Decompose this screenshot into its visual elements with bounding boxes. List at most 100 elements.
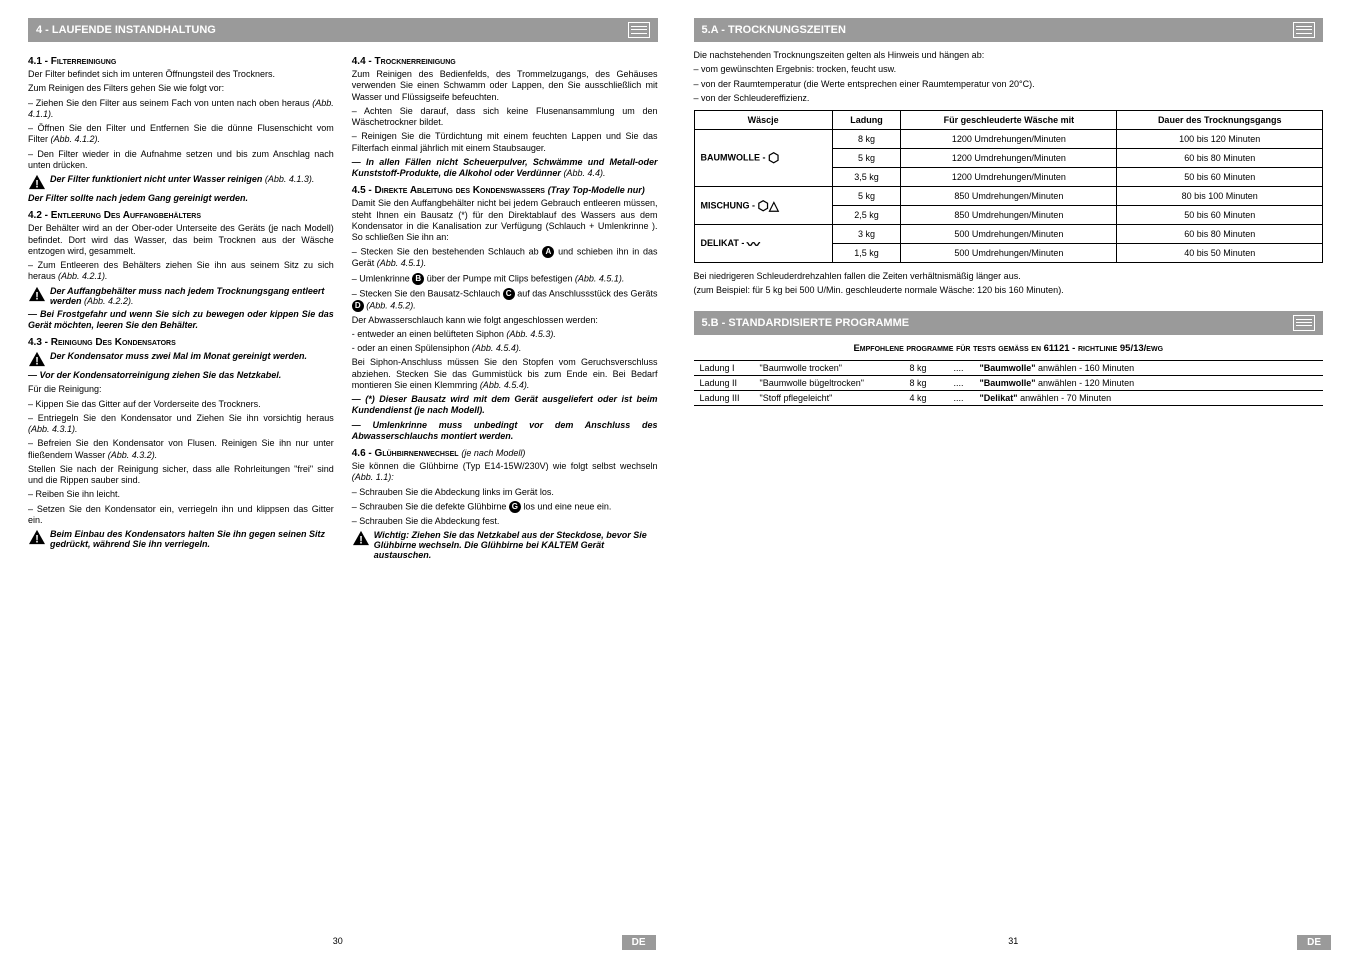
warning: ! Beim Einbau des Kondensators halten Si… xyxy=(28,529,334,549)
warn-text: Der Filter funktioniert nicht unter Wass… xyxy=(50,174,334,184)
table-cell: 850 Umdrehungen/Minuten xyxy=(901,187,1117,206)
p: – Umlenkrinne B über der Pumpe mit Clips… xyxy=(352,273,658,285)
table-category: MISCHUNG - ⬡△ xyxy=(694,187,832,225)
table-cell: 3 kg xyxy=(832,225,901,244)
table-cell: 50 bis 60 Minuten xyxy=(1117,168,1323,187)
bar-icon xyxy=(1293,315,1315,331)
table-cell: 50 bis 60 Minuten xyxy=(1117,206,1323,225)
svg-text:!: ! xyxy=(35,355,39,367)
p: Der Filter sollte nach jedem Gang gerein… xyxy=(28,193,334,204)
p: Der Filter befindet sich im unteren Öffn… xyxy=(28,69,334,80)
p: – Reiben Sie ihn leicht. xyxy=(28,489,334,500)
p: Sie können die Glühbirne (Typ E14-15W/23… xyxy=(352,461,658,484)
h-4-3: 4.3 - Reinigung Des Kondensators xyxy=(28,337,334,348)
warning: ! Der Auffangbehälter muss nach jedem Tr… xyxy=(28,286,334,306)
table-cell: "Delikat" anwählen - 70 Minuten xyxy=(974,390,1324,405)
table-cell: 8 kg xyxy=(832,130,901,149)
p: – Befreien Sie den Kondensator von Fluse… xyxy=(28,438,334,461)
warning-icon: ! xyxy=(352,530,370,546)
p: Zum Reinigen des Filters gehen Sie wie f… xyxy=(28,83,334,94)
p: – Schrauben Sie die Abdeckung fest. xyxy=(352,516,658,527)
svg-text:!: ! xyxy=(35,290,39,302)
svg-text:!: ! xyxy=(35,178,39,190)
drying-times-table: Wäscje Ladung Für geschleuderte Wäsche m… xyxy=(694,110,1324,263)
h-4-4: 4.4 - Trocknerreinigung xyxy=(352,56,658,67)
page-30: 4 - LAUFENDE INSTANDHALTUNG 4.1 - Filter… xyxy=(0,0,676,954)
p: – Stecken Sie den Bausatz-Schlauch C auf… xyxy=(352,288,658,312)
bar-title: 5.A - TROCKNUNGSZEITEN xyxy=(702,24,846,36)
p: – von der Schleudereffizienz. xyxy=(694,93,1324,104)
bar-title: 4 - LAUFENDE INSTANDHALTUNG xyxy=(36,24,216,36)
th: Für geschleuderte Wäsche mit xyxy=(901,111,1117,130)
bar-icon xyxy=(1293,22,1315,38)
lang-badge: DE xyxy=(1297,935,1331,950)
p: Die nachstehenden Trocknungszeiten gelte… xyxy=(694,50,1324,61)
p: Der Abwasserschlauch kann wie folgt ange… xyxy=(352,315,658,326)
p: Bei niedrigeren Schleuderdrehzahlen fall… xyxy=(694,271,1324,282)
table-cell: 1200 Umdrehungen/Minuten xyxy=(901,149,1117,168)
warning-icon: ! xyxy=(28,174,46,190)
p: – Zum Entleeren des Behälters ziehen Sie… xyxy=(28,260,334,283)
bar-icon xyxy=(628,22,650,38)
table-cell: 1200 Umdrehungen/Minuten xyxy=(901,168,1117,187)
page-31: 5.A - TROCKNUNGSZEITEN Die nachstehenden… xyxy=(676,0,1351,954)
table-cell: "Baumwolle" anwählen - 160 Minuten xyxy=(974,360,1324,375)
table-cell: 60 bis 80 Minuten xyxy=(1117,225,1323,244)
section-5a-bar: 5.A - TROCKNUNGSZEITEN xyxy=(694,18,1324,42)
table-cell: .... xyxy=(944,375,974,390)
p: — Vor der Kondensatorreinigung ziehen Si… xyxy=(28,370,334,381)
p: Für die Reinigung: xyxy=(28,384,334,395)
svg-text:!: ! xyxy=(35,533,39,545)
h-4-2: 4.2 - Entleerung Des Auffangbehälters xyxy=(28,210,334,221)
page-number: 30 xyxy=(333,936,343,946)
p: – vom gewünschten Ergebnis: trocken, feu… xyxy=(694,64,1324,75)
th: Dauer des Trocknungsgangs xyxy=(1117,111,1323,130)
table-cell: 5 kg xyxy=(832,187,901,206)
p: — In allen Fällen nicht Scheuerpulver, S… xyxy=(352,157,658,180)
table-cell: Ladung II xyxy=(694,375,754,390)
p: Stellen Sie nach der Reinigung sicher, d… xyxy=(28,464,334,487)
table-cell: 60 bis 80 Minuten xyxy=(1117,149,1323,168)
p: – Ziehen Sie den Filter aus seinem Fach … xyxy=(28,98,334,121)
p: - entweder an einen belüfteten Siphon (A… xyxy=(352,329,658,340)
p: – Schrauben Sie die Abdeckung links im G… xyxy=(352,487,658,498)
p: Damit Sie den Auffangbehälter nicht bei … xyxy=(352,198,658,243)
warning-icon: ! xyxy=(28,286,46,302)
table-cell: "Baumwolle trocken" xyxy=(754,360,904,375)
p: – Entriegeln Sie den Kondensator und Zie… xyxy=(28,413,334,436)
section-5b-bar: 5.B - STANDARDISIERTE PROGRAMME xyxy=(694,311,1324,335)
p: — (*) Dieser Bausatz wird mit dem Gerät … xyxy=(352,394,658,417)
p: – Reinigen Sie die Türdichtung mit einem… xyxy=(352,131,658,154)
warn-text: Wichtig: Ziehen Sie das Netzkabel aus de… xyxy=(374,530,658,560)
table-cell: Ladung I xyxy=(694,360,754,375)
warning: ! Wichtig: Ziehen Sie das Netzkabel aus … xyxy=(352,530,658,560)
table-cell: 100 bis 120 Minuten xyxy=(1117,130,1323,149)
p: (zum Beispiel: für 5 kg bei 500 U/Min. g… xyxy=(694,285,1324,296)
table-cell: 4 kg xyxy=(904,390,944,405)
table-cell: 5 kg xyxy=(832,149,901,168)
p: — Bei Frostgefahr und wenn Sie sich zu b… xyxy=(28,309,334,332)
p: - oder an einen Spülensiphon (Abb. 4.5.4… xyxy=(352,343,658,354)
table-cell: 500 Umdrehungen/Minuten xyxy=(901,244,1117,263)
table-cell: .... xyxy=(944,360,974,375)
warn-text: Beim Einbau des Kondensators halten Sie … xyxy=(50,529,334,549)
table-cell: "Baumwolle bügeltrocken" xyxy=(754,375,904,390)
p: – Schrauben Sie die defekte Glühbirne G … xyxy=(352,501,658,513)
table-cell: Ladung III xyxy=(694,390,754,405)
p: – Öffnen Sie den Filter und Entfernen Si… xyxy=(28,123,334,146)
p: Bei Siphon-Anschluss müssen Sie den Stop… xyxy=(352,357,658,391)
prog-head: Empfohlene programme für tests gemäss en… xyxy=(694,343,1324,354)
table-category: DELIKAT - 〰 xyxy=(694,225,832,263)
warning: ! Der Kondensator muss zwei Mal im Monat… xyxy=(28,351,334,367)
p: — Umlenkrinne muss unbedingt vor dem Ans… xyxy=(352,420,658,443)
p: – Achten Sie darauf, dass sich keine Flu… xyxy=(352,106,658,129)
section-4-bar: 4 - LAUFENDE INSTANDHALTUNG xyxy=(28,18,658,42)
warn-text: Der Auffangbehälter muss nach jedem Troc… xyxy=(50,286,334,306)
warning-icon: ! xyxy=(28,529,46,545)
table-cell: 8 kg xyxy=(904,375,944,390)
program-table: Ladung I"Baumwolle trocken"8 kg...."Baum… xyxy=(694,360,1324,406)
table-cell: 8 kg xyxy=(904,360,944,375)
left-col-1: 4.1 - Filterreinigung Der Filter befinde… xyxy=(28,50,334,563)
h-4-5: 4.5 - Direkte Ableitung des Kondenswasse… xyxy=(352,185,658,196)
table-cell: 80 bis 100 Minuten xyxy=(1117,187,1323,206)
